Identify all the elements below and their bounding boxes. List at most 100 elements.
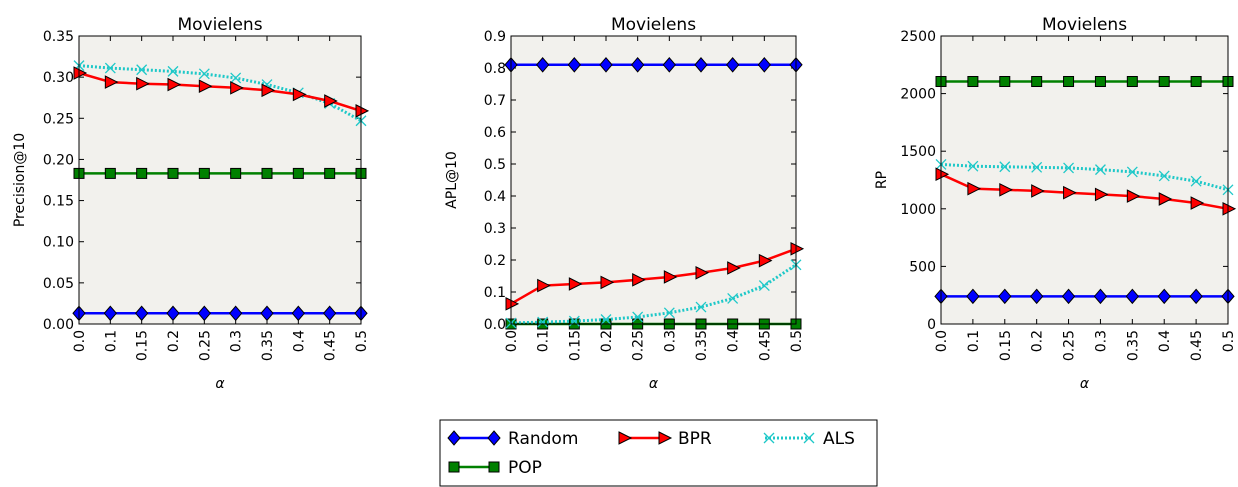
panel-2-point-bpr xyxy=(758,253,773,268)
panel-1-point-bpr xyxy=(104,75,119,89)
panel-1-series-random xyxy=(72,305,368,322)
panel-1-point-als xyxy=(104,62,116,74)
panel-3-frame xyxy=(940,35,1229,325)
panel-2-point-random xyxy=(536,57,550,73)
panel-1-point-bpr xyxy=(292,87,307,102)
legend-entry-random: Random xyxy=(447,429,578,449)
panel-2-point-random xyxy=(757,57,771,73)
panel-2-series-random xyxy=(504,57,803,73)
panel-2-point-bpr xyxy=(600,275,615,290)
panel-1-ylabel: Precision@10 xyxy=(12,133,28,227)
panel-2: Movielens 0.0 0.1 0.2 0.3 0.4 0.5 0.6 0.7 0.8 0.9 0… xyxy=(444,15,805,392)
panel-2-point-random xyxy=(631,57,645,73)
panel-1-point-random xyxy=(323,305,337,322)
panel-2-point-bpr xyxy=(663,270,678,284)
panel-3-line-bpr xyxy=(940,173,1229,211)
panel-2-point-random xyxy=(694,57,708,73)
legend-entry-als: ALS xyxy=(763,429,855,449)
panel-3-xtick-label: 0.0 xyxy=(934,330,950,352)
panel-3-point-random xyxy=(1189,288,1203,305)
panel-1-ytick-label: 0.35 xyxy=(43,29,74,45)
panel-1-point-als xyxy=(136,64,148,76)
panel-3-point-bpr xyxy=(1190,196,1205,210)
panel-2-ytick-label: 0.3 xyxy=(484,221,506,237)
panel-1-frame xyxy=(78,35,362,325)
panel-3-xlabel: α xyxy=(1080,376,1090,392)
panel-2-plot-area xyxy=(511,36,796,324)
panel-3-point-pop xyxy=(1063,76,1075,88)
panel-2-xtick-label: 0.2 xyxy=(599,330,615,352)
panel-3-point-pop xyxy=(1126,76,1138,88)
panel-3-point-als xyxy=(1190,175,1202,187)
legend-marker-bpr xyxy=(618,431,633,445)
panel-1-point-random xyxy=(260,305,274,322)
panel-1-point-bpr xyxy=(355,104,370,118)
panel-3-point-random xyxy=(1093,288,1108,305)
legend-box xyxy=(439,419,878,487)
panel-2-point-bpr xyxy=(790,241,805,256)
panel-2-xtick-label: 0.15 xyxy=(567,330,583,361)
panel-1-point-random xyxy=(166,305,180,322)
panel-1-ytick-label: 0.10 xyxy=(43,235,74,251)
panel-3-point-random xyxy=(1125,288,1139,305)
legend-label-bpr: BPR xyxy=(678,429,712,449)
panel-2-xtick-label: 0.0 xyxy=(504,330,520,352)
panel-1-point-bpr xyxy=(73,66,88,80)
legend-marker-pop xyxy=(448,461,460,473)
panel-3-xtick-label: 0.25 xyxy=(1062,330,1078,361)
panel-3-series-bpr xyxy=(935,167,1237,216)
panel-2-point-bpr xyxy=(695,265,710,280)
panel-2-series-bpr xyxy=(505,241,805,311)
panel-2-point-als xyxy=(600,314,612,325)
panel-1-xtick-label: 0.5 xyxy=(354,330,370,352)
panel-2-point-bpr xyxy=(537,278,551,293)
panel-1-xtick-label: 0.3 xyxy=(229,330,245,352)
panel-1-point-random xyxy=(197,305,211,322)
panel-3-point-random xyxy=(1030,288,1044,305)
panel-3-title: Movielens xyxy=(1042,15,1127,35)
panel-2-xlabel: α xyxy=(649,376,659,392)
panel-3-point-als xyxy=(1158,170,1170,182)
panel-3-ytick-label: 1000 xyxy=(900,202,936,218)
panel-2-ytick-label: 0.7 xyxy=(484,93,506,109)
panel-3-point-random xyxy=(1061,288,1076,305)
panel-1-point-pop xyxy=(167,167,179,179)
panel-2-ytick-label: 0.8 xyxy=(484,61,506,77)
panel-3-point-pop xyxy=(1190,76,1202,88)
panel-1-ytick-label: 0.30 xyxy=(43,70,74,86)
panel-3-xtick-label: 0.1 xyxy=(966,330,982,352)
panel-1-ytick-label: 0.05 xyxy=(43,276,74,292)
panel-1-point-bpr xyxy=(261,83,276,98)
panel-1-point-bpr xyxy=(136,76,150,91)
panel-2-xtick-label: 0.1 xyxy=(536,330,552,352)
panel-2-point-als xyxy=(632,311,644,323)
panel-1-point-pop xyxy=(136,167,148,179)
panel-3-point-bpr xyxy=(999,182,1013,197)
panel-1-point-bpr xyxy=(198,79,213,94)
panel-1-xtick-label: 0.4 xyxy=(291,330,307,352)
panel-1-series-bpr xyxy=(73,66,370,118)
panel-3-xtick-label: 0.2 xyxy=(1030,330,1046,352)
panel-1-point-bpr xyxy=(230,81,244,95)
panel-1-point-pop xyxy=(230,167,242,179)
panel-1-point-bpr xyxy=(167,77,182,92)
panel-3-point-bpr xyxy=(935,167,950,182)
panel-3-point-bpr xyxy=(1158,192,1173,206)
panel-3-xtick-label: 0.3 xyxy=(1093,330,1109,352)
panel-2-frame xyxy=(510,35,797,325)
panel-3-point-random xyxy=(1157,288,1171,305)
legend-marker-random xyxy=(447,430,461,446)
panel-3-point-bpr xyxy=(967,181,982,196)
panel-1-ytick-label: 0.20 xyxy=(43,152,74,168)
panel-2-point-als xyxy=(663,307,675,319)
legend-marker-pop xyxy=(488,461,500,473)
panel-1-ytick-label: 0.25 xyxy=(43,111,74,127)
legend: Random BPR ALS POP xyxy=(439,419,878,487)
panel-2-ytick-label: 0.0 xyxy=(484,317,506,333)
panel-1-plot-area xyxy=(79,36,361,324)
panel-1-point-pop xyxy=(324,167,336,179)
panel-3-point-als xyxy=(1094,164,1106,176)
legend-entry-pop: POP xyxy=(448,458,542,478)
legend-marker-bpr xyxy=(658,431,673,445)
